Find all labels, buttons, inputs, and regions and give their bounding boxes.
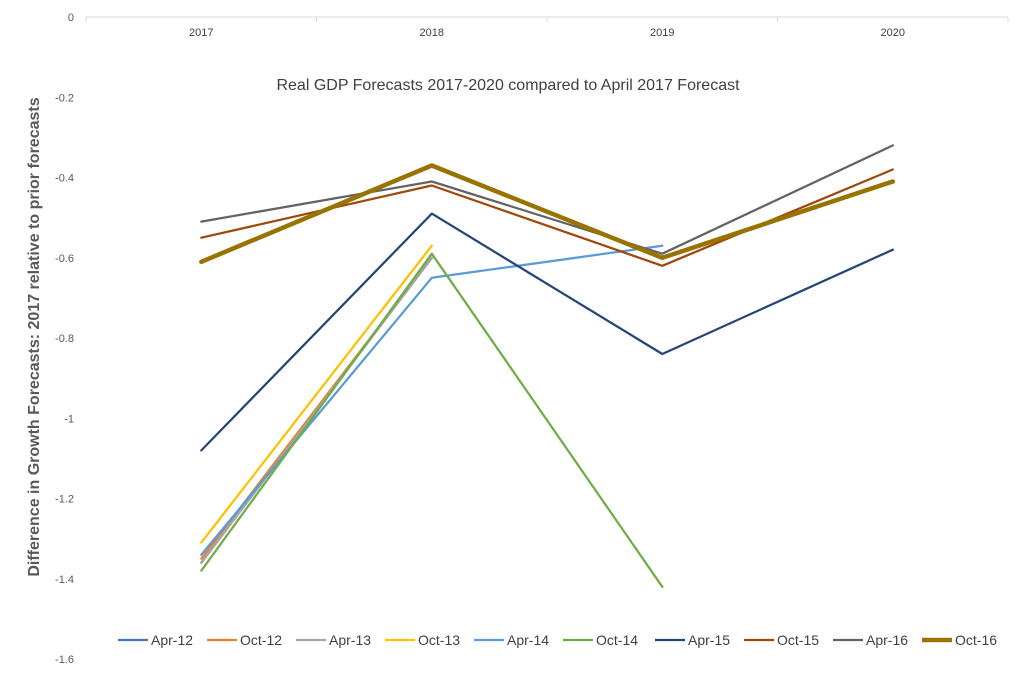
x-tick-label: 2018 [420,27,444,39]
x-tick-label: 2019 [650,27,674,39]
series-line-oct-14 [200,252,664,588]
y-tick-label: -1.4 [55,574,74,586]
y-tick-label: -1 [64,413,74,425]
series-line-oct-16 [199,163,896,265]
axis-layer [85,16,1009,22]
series-layer [199,144,896,588]
x-tick-label: 2017 [189,27,213,39]
y-tick-label: -0.4 [55,173,74,185]
series-line-oct-13 [200,244,433,544]
chart-title: Real GDP Forecasts 2017-2020 compared to… [276,77,740,94]
legend-entry: Oct-15 [777,632,819,648]
legend-entry: Oct-14 [596,632,638,648]
y-tick-labels: 0 -0.2 -0.4 -0.6 -0.8 -1 -1.2 -1.4 -1.6 [55,12,74,666]
legend-entry: Oct-13 [418,632,460,648]
legend-entry: Oct-12 [240,632,282,648]
series-line-apr-16 [200,144,894,255]
y-tick-label: 0 [68,12,74,24]
y-tick-label: -0.2 [55,92,74,104]
x-tick-label: 2020 [881,27,905,39]
y-axis-label: Difference in Growth Forecasts: 2017 rel… [26,97,43,576]
x-tick-labels: 2017 2018 2019 2020 [189,27,905,39]
y-tick-label: -1.6 [55,654,74,666]
legend-entry: Apr-13 [329,632,371,648]
legend-entry: Apr-16 [866,632,908,648]
legend: Apr-12 Oct-12 Apr-13 Oct-13 Apr-14 Oct-14 Apr-… [118,632,997,648]
series-line-apr-15 [200,212,894,452]
legend-entry: Apr-15 [688,632,730,648]
y-tick-label: -0.6 [55,253,74,265]
legend-entry: Apr-14 [507,632,549,648]
y-tick-label: -0.8 [55,333,74,345]
legend-entry: Apr-12 [151,632,193,648]
y-tick-label: -1.2 [55,494,74,506]
series-line-apr-13 [200,256,433,564]
legend-entry: Oct-16 [955,632,997,648]
series-line-apr-14 [200,244,664,556]
